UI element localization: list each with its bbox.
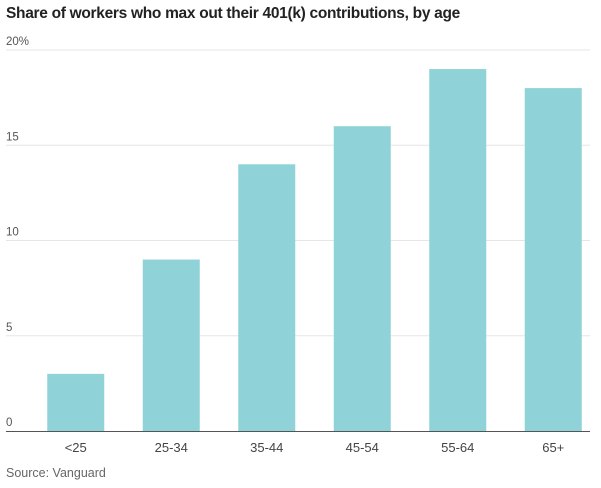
bar-35-44 xyxy=(238,164,296,432)
bar-55-64 xyxy=(429,69,487,432)
x-tick-label: 65+ xyxy=(542,440,564,455)
bar-25-34 xyxy=(142,259,200,431)
chart-title: Share of workers who max out their 401(k… xyxy=(6,5,460,22)
x-tick-label: 45-54 xyxy=(346,440,379,455)
y-tick-label: 15 xyxy=(6,131,19,143)
y-tick-label: 20% xyxy=(6,36,29,48)
y-tick-label: 0 xyxy=(6,417,12,429)
bar-45-54 xyxy=(333,126,391,431)
x-tick-label: 55-64 xyxy=(441,440,474,455)
y-tick-label: 5 xyxy=(6,322,12,334)
bar-<25 xyxy=(47,373,105,431)
x-tick-label: 35-44 xyxy=(250,440,283,455)
source-note: Source: Vanguard xyxy=(6,466,106,480)
bar-65+ xyxy=(524,88,582,431)
y-tick-label: 10 xyxy=(6,227,19,239)
x-tick-label: 25-34 xyxy=(155,440,188,455)
x-tick-label: <25 xyxy=(65,440,87,455)
